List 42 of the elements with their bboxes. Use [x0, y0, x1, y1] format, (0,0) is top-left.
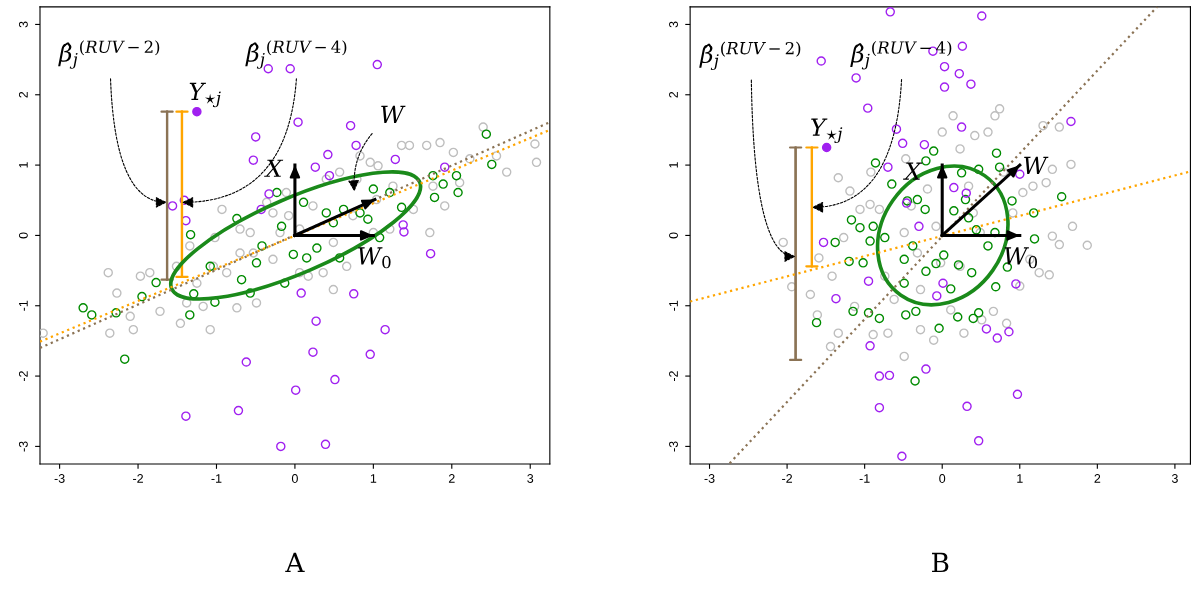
y-tick-label: -3: [669, 441, 678, 452]
x-tick-label: 3: [527, 474, 534, 483]
x-tick-label: 0: [939, 474, 946, 483]
y-tick-label: 1: [19, 162, 28, 168]
y-tick-label: -1: [669, 300, 678, 311]
y-tick-label: 2: [669, 91, 678, 98]
y-tick-label: 0: [18, 232, 28, 239]
annotation: W$_{0}$: [1004, 247, 1038, 269]
y-tick-label: 0: [669, 232, 678, 239]
y-tick-label: -2: [669, 371, 678, 382]
x-tick-label: -1: [859, 474, 870, 483]
y-tick-label: 3: [669, 21, 678, 28]
annotation: X: [264, 159, 284, 177]
x-tick-label: 2: [448, 474, 455, 483]
y-tick-label: 3: [18, 21, 28, 28]
annotation: Y$_{⋆j}$: [811, 118, 843, 144]
annotation: W: [381, 105, 406, 124]
y-tick-label: -2: [18, 371, 28, 382]
annotation: X: [903, 162, 923, 180]
x-tick-label: 2: [1094, 474, 1101, 483]
annotation: β̂$_{j}$$^{(RUV−4)}$: [245, 40, 347, 69]
annotation: Y$_{⋆j}$: [189, 82, 221, 108]
annotation: β̂$_{j}$$^{(RUV−4)}$: [850, 40, 952, 70]
y-tick-label: 2: [18, 91, 28, 98]
annotation: β̂$_{j}$$^{(RUV−2)}$: [699, 41, 801, 71]
x-tick-label: 1: [1017, 474, 1023, 483]
x-axis-title: A: [285, 552, 305, 573]
x-tick-label: -3: [704, 474, 715, 483]
x-tick-label: 1: [370, 474, 377, 483]
x-tick-label: 0: [291, 474, 298, 483]
annotation: W$_{0}$: [358, 247, 391, 269]
x-tick-label: -2: [133, 474, 143, 483]
y-tick-label: -3: [18, 441, 28, 452]
annotation: β̂$_{j}$$^{(RUV−2)}$: [58, 40, 160, 69]
x-tick-label: -3: [54, 474, 65, 483]
y-tick-label: 1: [669, 162, 678, 168]
y-tick-label: -1: [19, 300, 28, 311]
x-tick-label: -1: [211, 474, 222, 483]
x-tick-label: 3: [1171, 474, 1178, 483]
x-axis-title: B: [932, 552, 949, 573]
annotation: W: [1024, 156, 1049, 175]
x-tick-label: -2: [782, 474, 793, 483]
